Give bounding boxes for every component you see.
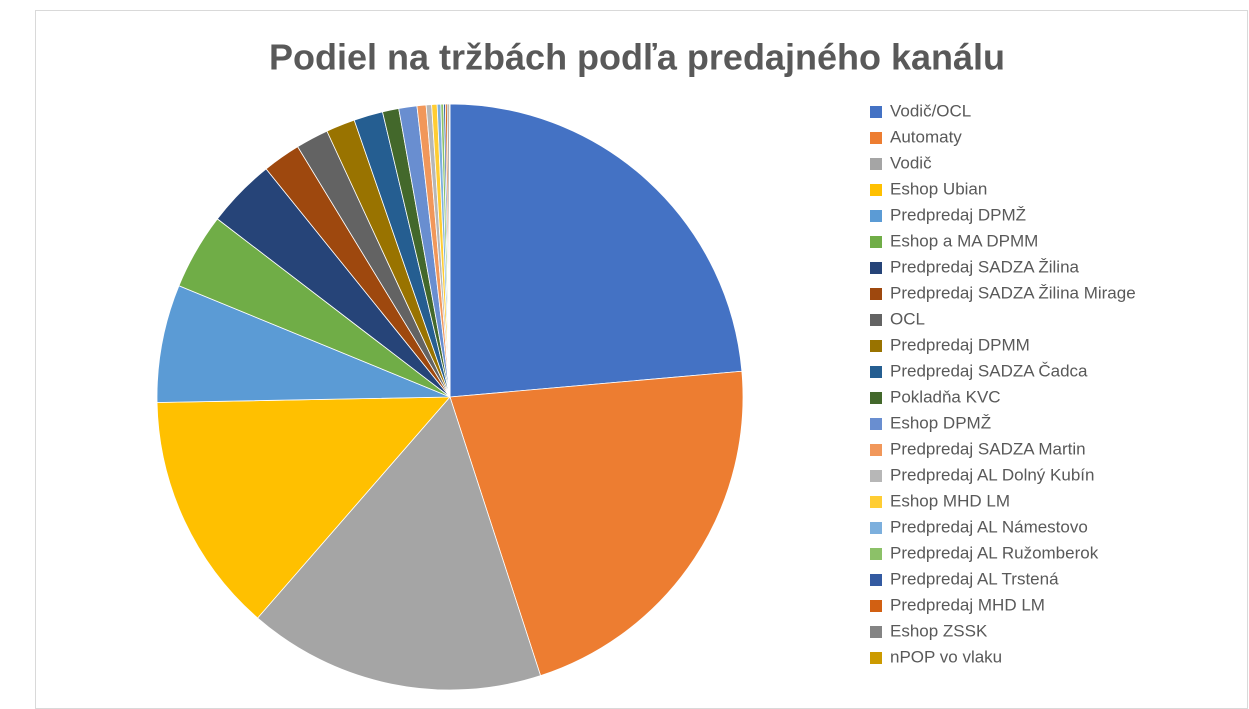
legend-label: Pokladňa KVC (890, 387, 1001, 406)
legend-label: Predpredaj AL Námestovo (890, 517, 1088, 536)
legend-label: Predpredaj AL Ružomberok (890, 543, 1099, 562)
legend-label: Predpredaj SADZA Čadca (890, 361, 1088, 380)
legend-swatch (870, 262, 882, 274)
legend-swatch (870, 522, 882, 534)
legend-swatch (870, 600, 882, 612)
legend-swatch (870, 314, 882, 326)
legend-label: Eshop DPMŽ (890, 413, 991, 432)
legend-label: Predpredaj AL Trstená (890, 569, 1059, 588)
legend-label: Predpredaj SADZA Martin (890, 439, 1086, 458)
pie-slice (448, 103, 451, 398)
legend-swatch (870, 626, 882, 638)
legend-label: Vodič/OCL (890, 101, 971, 120)
legend-swatch (870, 548, 882, 560)
legend-label: Predpredaj DPMŽ (890, 205, 1026, 224)
legend-swatch (870, 366, 882, 378)
legend-label: Predpredaj AL Dolný Kubín (890, 465, 1094, 484)
pie-slice (449, 370, 744, 677)
chart-title: Podiel na tržbách podľa predajného kanál… (269, 37, 1005, 78)
legend-swatch (870, 392, 882, 404)
legend-swatch (870, 210, 882, 222)
legend-swatch (870, 340, 882, 352)
legend-label: Eshop Ubian (890, 179, 987, 198)
pie-slice (156, 285, 451, 403)
legend-swatch (870, 132, 882, 144)
legend-label: Automaty (890, 127, 962, 146)
legend-label: Predpredaj SADZA Žilina (890, 257, 1080, 276)
legend-swatch (870, 288, 882, 300)
legend-swatch (870, 496, 882, 508)
legend-swatch (870, 418, 882, 430)
pie-slice (257, 396, 542, 691)
legend-swatch (870, 470, 882, 482)
legend-label: Vodič (890, 153, 932, 172)
legend-label: Eshop ZSSK (890, 621, 988, 640)
legend-label: Eshop a MA DPMM (890, 231, 1038, 250)
legend-swatch (870, 106, 882, 118)
legend-swatch (870, 574, 882, 586)
legend-swatch (870, 444, 882, 456)
pie-slice (449, 103, 743, 398)
legend-swatch (870, 184, 882, 196)
legend-label: Predpredaj SADZA Žilina Mirage (890, 283, 1136, 302)
legend-swatch (870, 652, 882, 664)
pie-slice (156, 396, 451, 619)
legend-label: nPOP vo vlaku (890, 647, 1002, 666)
legend-label: Predpredaj MHD LM (890, 595, 1045, 614)
legend-label: OCL (890, 309, 925, 328)
legend-label: Eshop MHD LM (890, 491, 1010, 510)
legend-swatch (870, 236, 882, 248)
legend-swatch (870, 158, 882, 170)
legend-label: Predpredaj DPMM (890, 335, 1030, 354)
